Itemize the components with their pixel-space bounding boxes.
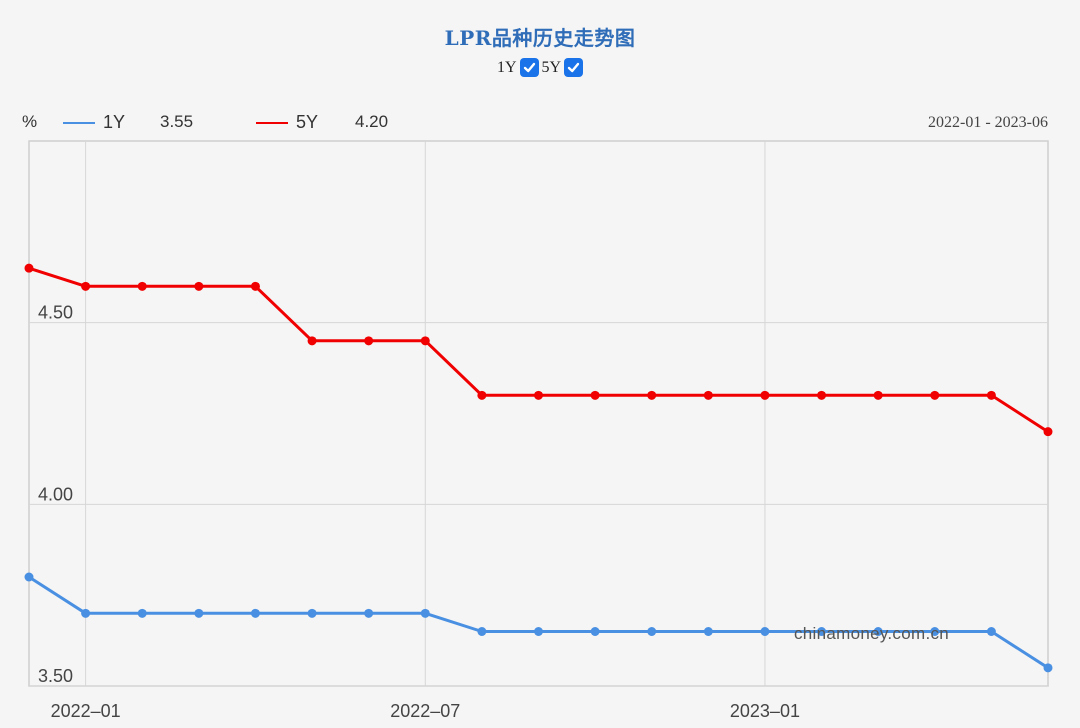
data-point[interactable] [930,390,940,400]
data-point[interactable] [647,627,657,636]
data-point[interactable] [534,627,543,636]
x-tick-label: 2022–07 [390,701,460,721]
plot-area [28,140,1049,687]
y-tick-label: 4.50 [38,303,73,323]
legend-latest-value-5y: 4.20 [355,112,389,131]
data-point[interactable] [194,608,204,618]
data-point[interactable] [703,390,713,400]
data-point[interactable] [81,608,91,618]
data-point[interactable] [930,627,940,636]
watermark: chinamoney.com.cn [794,624,950,643]
toggle-5y[interactable]: 5Y [542,58,584,77]
data-point[interactable] [477,390,487,400]
data-point[interactable] [194,281,204,291]
data-point[interactable] [1043,427,1053,437]
data-point[interactable] [307,336,317,346]
data-point[interactable] [703,627,713,636]
y-tick-label: 3.50 [38,666,73,686]
checkbox-checked-icon[interactable] [564,58,584,77]
line-swatch-icon [63,121,95,124]
legend-item-1y[interactable]: 1Y [63,112,125,133]
y-tick-label: 4.00 [38,484,73,504]
legend-name: 5Y [296,112,319,132]
data-point[interactable] [81,281,91,291]
data-point[interactable] [590,627,600,636]
data-point[interactable] [817,390,827,400]
data-point[interactable] [477,627,487,636]
legend-latest-value-1y: 3.55 [160,112,194,131]
y-unit-label: % [22,112,38,131]
legend-item-5y[interactable]: 5Y [256,112,318,133]
data-point[interactable] [420,336,430,346]
data-point[interactable] [873,627,883,636]
chart-title: LPR品种历史走势图 [444,26,636,50]
series-toggles: 1Y 5Y [0,58,1080,77]
data-point[interactable] [817,627,827,636]
x-tick-label: 2023–01 [730,701,800,721]
series-1y [24,572,1053,673]
data-point[interactable] [986,390,996,400]
toggle-5y-label: 5Y [541,58,562,76]
data-point[interactable] [647,390,657,400]
data-point[interactable] [137,281,147,291]
series-line [28,266,1049,433]
data-point[interactable] [590,390,600,400]
data-point[interactable] [760,627,770,636]
date-range: 2022-01 - 2023-06 [928,114,1048,131]
chart-legend: % 1Y 3.55 5Y 4.20 [0,112,1080,136]
data-point[interactable] [364,608,374,618]
data-point[interactable] [24,263,34,273]
data-point[interactable] [307,608,317,618]
data-point[interactable] [250,608,260,618]
series-5y [24,263,1053,437]
data-point[interactable] [250,281,260,291]
legend-name: 1Y [103,112,126,132]
x-tick-label: 2022–01 [51,701,121,721]
data-point[interactable] [534,390,543,400]
checkbox-checked-icon[interactable] [519,58,539,77]
toggle-1y-label: 1Y [496,58,517,76]
data-point[interactable] [420,608,430,618]
line-swatch-icon [256,121,288,124]
data-point[interactable] [986,627,996,636]
data-point[interactable] [1043,663,1053,673]
data-point[interactable] [137,608,147,618]
series-line [28,575,1049,670]
data-point[interactable] [364,336,374,346]
toggle-1y[interactable]: 1Y [497,58,539,77]
data-point[interactable] [760,390,770,400]
data-point[interactable] [24,572,34,582]
data-point[interactable] [873,390,883,400]
